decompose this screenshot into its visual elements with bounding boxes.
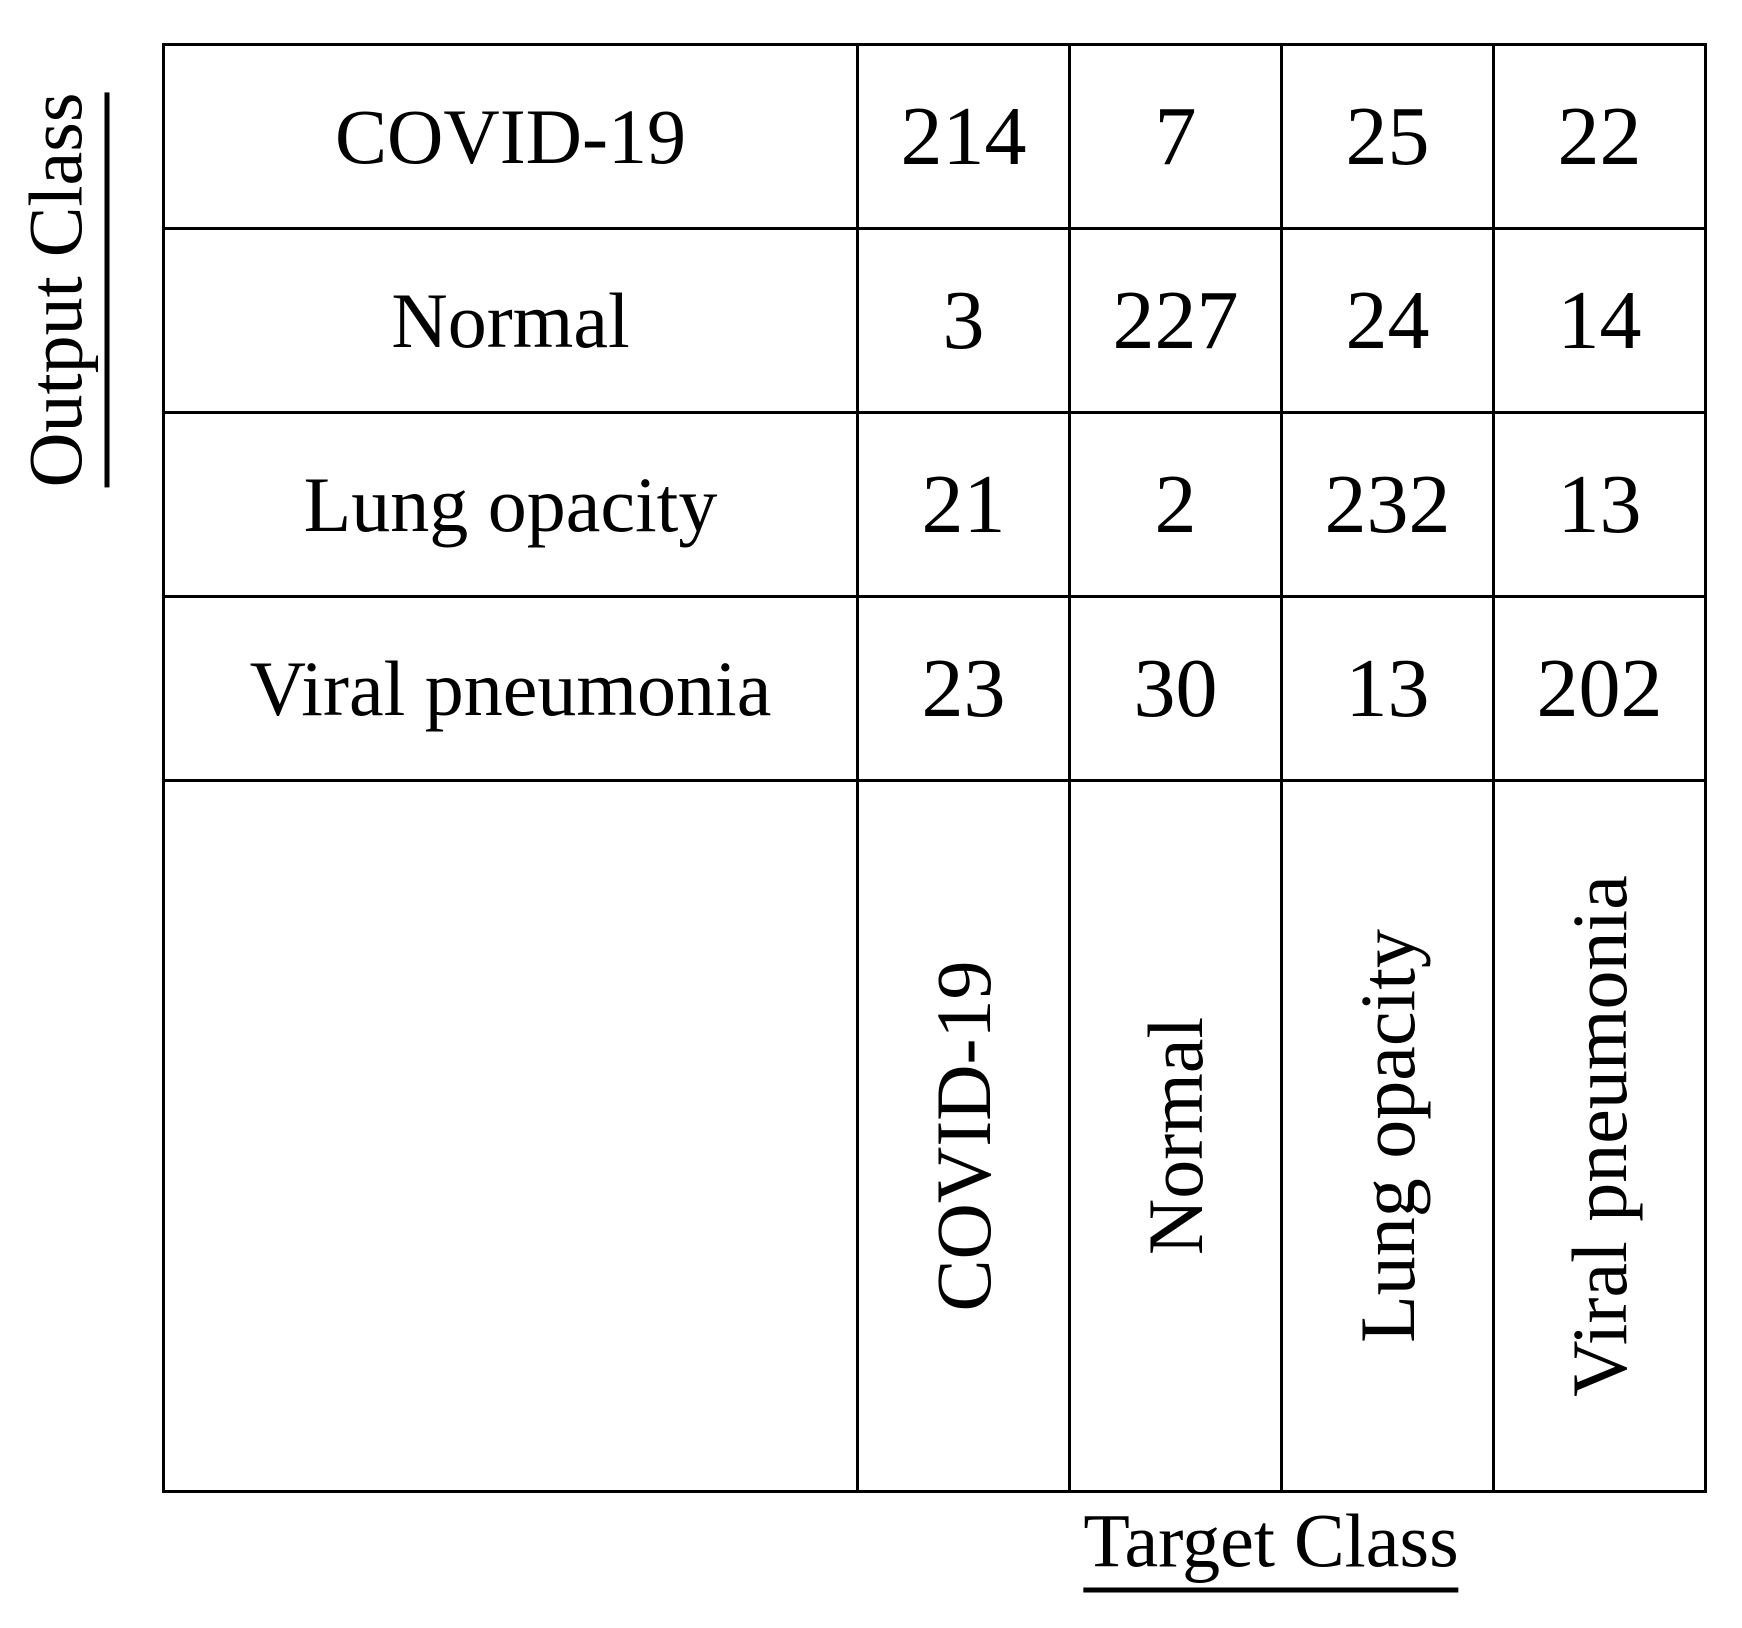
cell-r3c0: 23 [856, 595, 1071, 782]
bottom-left-spacer [162, 779, 859, 1493]
cell-r0c2: 25 [1280, 43, 1495, 230]
table-row-normal: Normal 3 227 24 14 [162, 227, 1707, 414]
cell-r3c3: 202 [1492, 595, 1707, 782]
confusion-matrix-table: COVID-19 214 7 25 22 Normal 3 227 24 14 … [162, 43, 1707, 1493]
cell-r0c3: 22 [1492, 43, 1707, 230]
cell-r1c1: 227 [1068, 227, 1283, 414]
target-class-axis-label: Target Class [1083, 1504, 1459, 1593]
row-label-normal: Normal [162, 227, 859, 414]
cell-r0c1: 7 [1068, 43, 1283, 230]
cell-r3c1: 30 [1068, 595, 1283, 782]
col-label-normal: Normal [1131, 1016, 1219, 1256]
column-labels-row: COVID-19 Normal Lung opacity Viral pneum… [162, 779, 1707, 1493]
cell-r3c2: 13 [1280, 595, 1495, 782]
cell-r2c0: 21 [856, 411, 1071, 598]
row-label-lung-opacity: Lung opacity [162, 411, 859, 598]
table-row-covid-19: COVID-19 214 7 25 22 [162, 43, 1707, 230]
row-label-covid-19: COVID-19 [162, 43, 859, 230]
col-label-lung-opacity: Lung opacity [1343, 929, 1431, 1343]
col-label-cell-lung-opacity: Lung opacity [1280, 779, 1495, 1493]
row-label-viral-pneumonia: Viral pneumonia [162, 595, 859, 782]
table-row-viral-pneumonia: Viral pneumonia 23 30 13 202 [162, 595, 1707, 782]
table-row-lung-opacity: Lung opacity 21 2 232 13 [162, 411, 1707, 598]
col-label-cell-viral-pneumonia: Viral pneumonia [1492, 779, 1707, 1493]
cell-r2c3: 13 [1492, 411, 1707, 598]
col-label-covid-19: COVID-19 [919, 960, 1007, 1312]
cell-r1c2: 24 [1280, 227, 1495, 414]
col-label-viral-pneumonia: Viral pneumonia [1555, 875, 1643, 1397]
cell-r0c0: 214 [856, 43, 1071, 230]
cell-r2c2: 232 [1280, 411, 1495, 598]
cell-r1c0: 3 [856, 227, 1071, 414]
cell-r1c3: 14 [1492, 227, 1707, 414]
col-label-cell-covid-19: COVID-19 [856, 779, 1071, 1493]
cell-r2c1: 2 [1068, 411, 1283, 598]
output-class-axis-label: Output Class [15, 92, 110, 488]
col-label-cell-normal: Normal [1068, 779, 1283, 1493]
